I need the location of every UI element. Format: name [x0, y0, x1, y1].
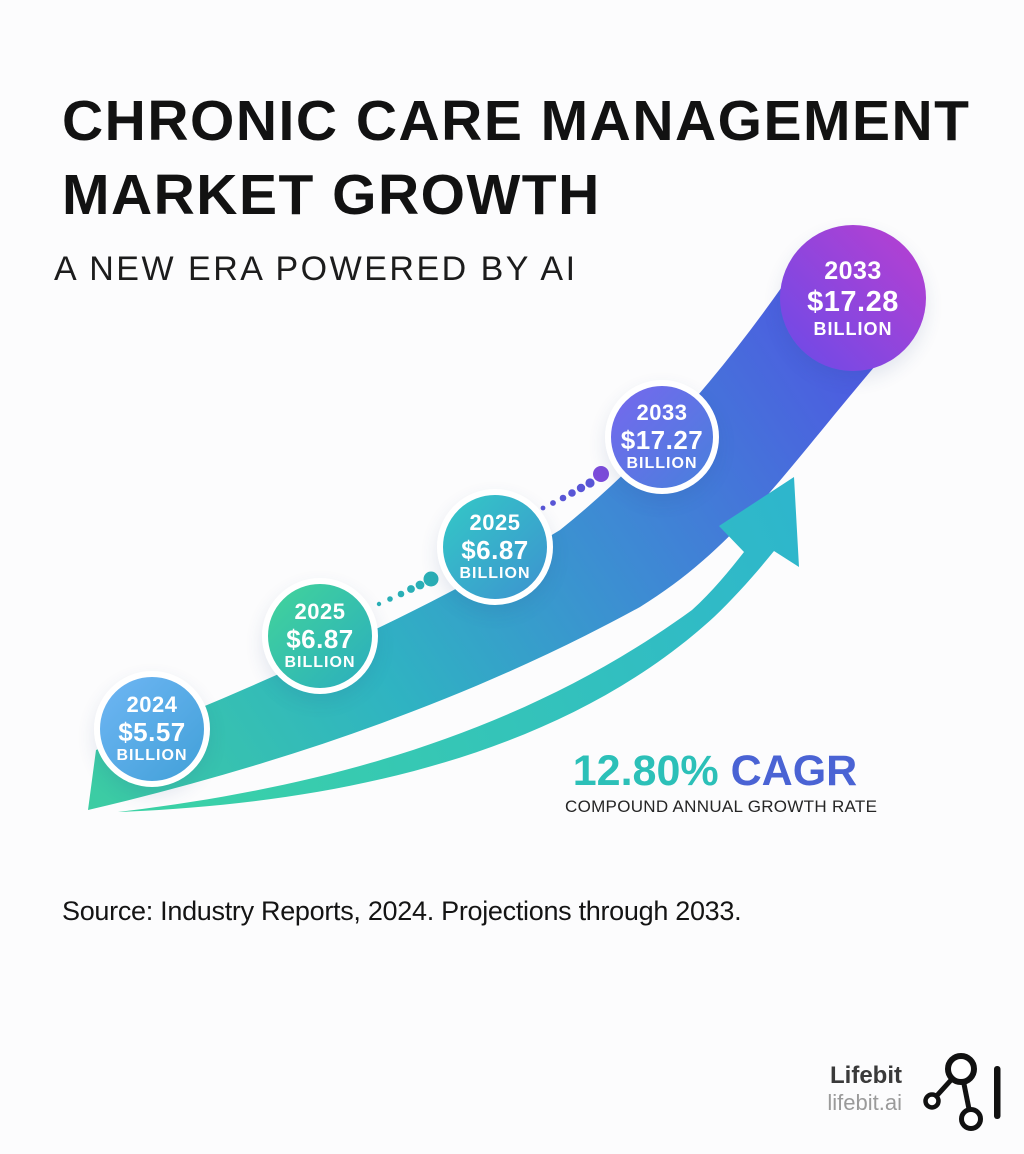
data-bubble-2024: 2024 $5.57 BILLION — [94, 671, 210, 787]
dotted-trail-teal — [376, 571, 439, 607]
cagr-label: CAGR — [730, 747, 858, 795]
brand-block: Lifebit lifebit.ai — [740, 1062, 902, 1115]
bubble-unit: BILLION — [284, 654, 356, 671]
molecule-icon — [923, 1053, 1001, 1131]
source-note: Source: Industry Reports, 2024. Projecti… — [62, 896, 742, 926]
bubble-year: 2025 — [469, 510, 521, 535]
cagr-percent: 12.80% — [572, 747, 719, 795]
cagr-arrow — [118, 477, 799, 812]
data-bubble-2033-high: 2033 $17.28 BILLION — [780, 225, 926, 371]
bubble-unit: BILLION — [813, 319, 893, 339]
bubble-year: 2025 — [294, 599, 346, 624]
page-subtitle: A NEW ERA POWERED BY AI — [54, 250, 578, 288]
bubble-year: 2033 — [636, 400, 688, 425]
bubble-value: $6.87 — [461, 535, 529, 565]
brand-name: Lifebit — [830, 1062, 902, 1089]
dotted-trail-purple — [540, 466, 609, 511]
brand-domain: lifebit.ai — [827, 1090, 902, 1115]
bubble-unit: BILLION — [626, 455, 698, 472]
page-title: CHRONIC CARE MANAGEMENT MARKET GROWTH — [62, 84, 970, 232]
title-line-1: CHRONIC CARE MANAGEMENT — [62, 89, 971, 153]
bubble-value: $17.27 — [620, 425, 704, 455]
bubble-year: 2033 — [824, 257, 882, 285]
data-bubble-2025-high: 2025 $6.87 BILLION — [437, 489, 553, 605]
bubble-unit: BILLION — [116, 747, 188, 764]
bubble-unit: BILLION — [459, 565, 531, 582]
bubble-value: $17.28 — [807, 286, 899, 318]
data-bubble-2033-low: 2033 $17.27 BILLION — [605, 380, 719, 494]
data-bubble-2025-low: 2025 $6.87 BILLION — [262, 578, 378, 694]
title-line-2: MARKET GROWTH — [62, 163, 601, 227]
bubble-value: $5.57 — [118, 717, 186, 747]
bubble-value: $6.87 — [286, 624, 354, 654]
bubble-year: 2024 — [126, 692, 178, 717]
cagr-sublabel: COMPOUND ANNUAL GROWTH RATE — [565, 797, 878, 816]
cagr-headline: 12.80% CAGR — [565, 748, 865, 794]
logo-bar — [994, 1066, 1001, 1119]
cagr-annotation: 12.80% CAGR COMPOUND ANNUAL GROWTH RATE — [565, 748, 878, 817]
